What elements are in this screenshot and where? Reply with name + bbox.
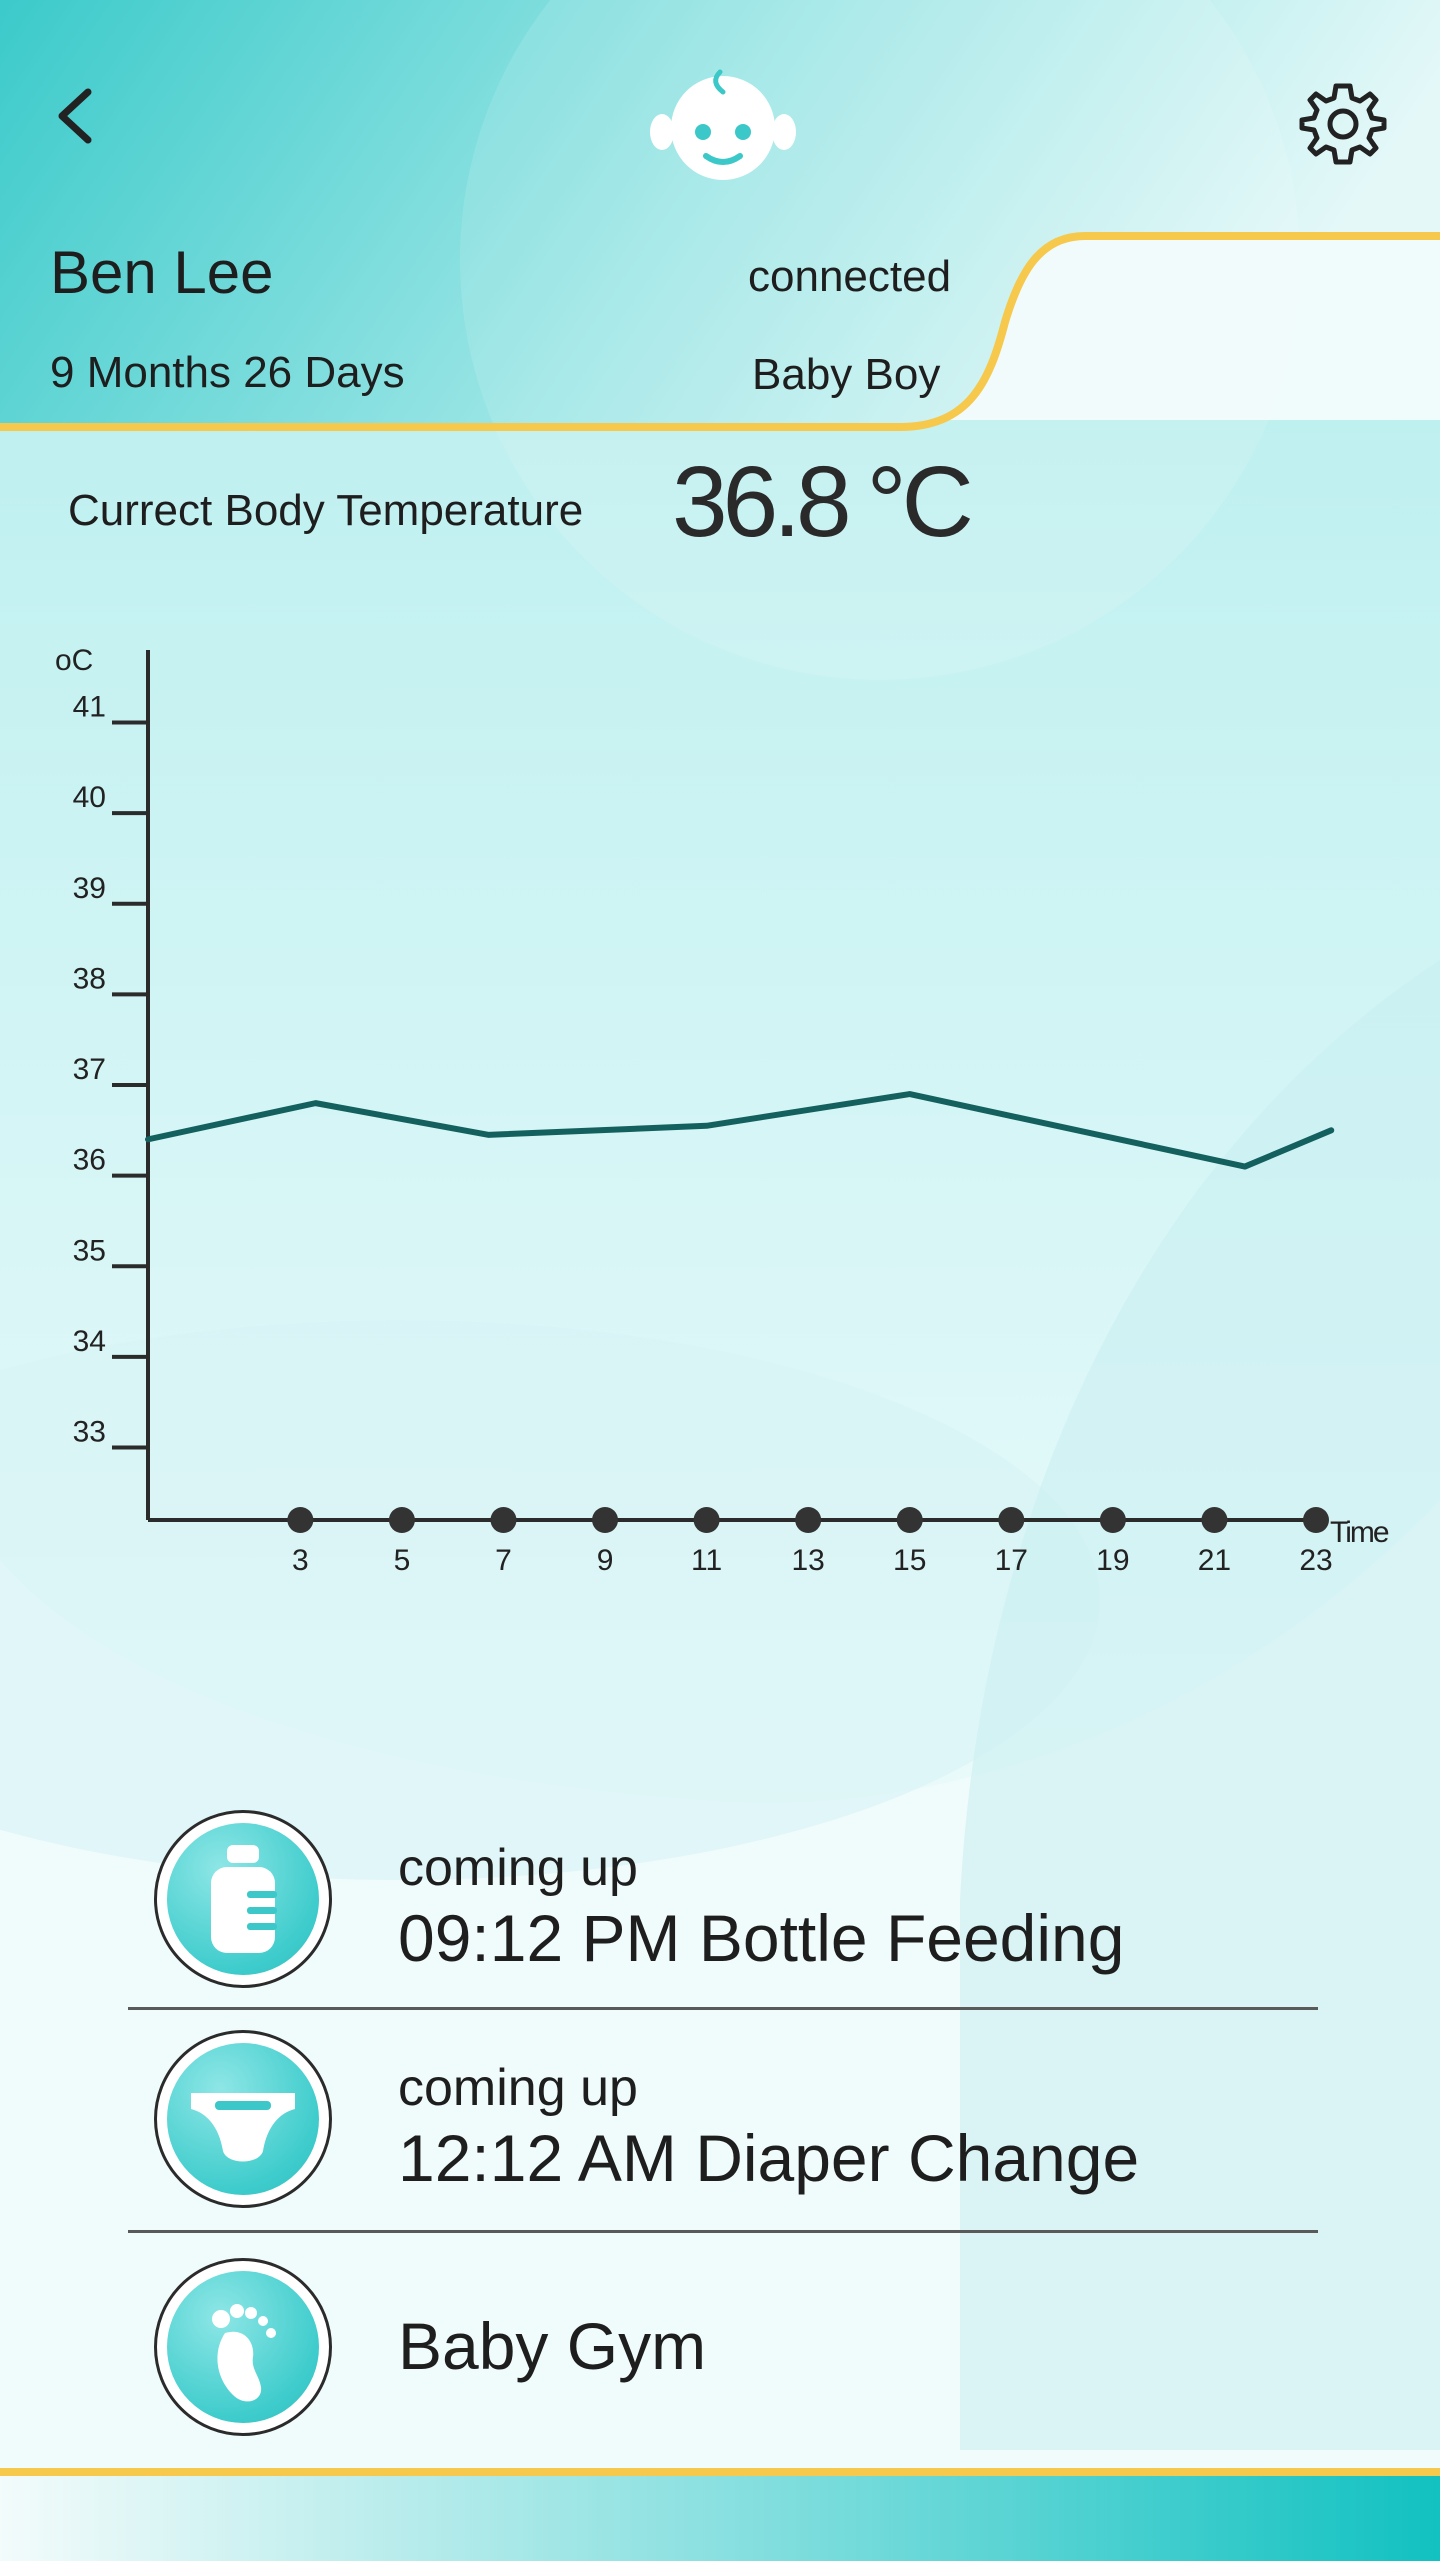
profile-name: Ben Lee [50,239,274,306]
y-tick-label: 37 [73,1053,106,1086]
x-tick-dot [388,1507,415,1533]
x-tick-dot [693,1507,720,1533]
x-tick-dot [795,1507,822,1533]
y-tick-label: 34 [73,1325,106,1358]
diaper-icon [167,2043,319,2195]
schedule-item-title[interactable]: 12:12 AM Diaper Change [398,2121,1140,2195]
y-axis-label: oC [55,644,93,677]
y-tick-label: 39 [73,872,106,905]
foot-icon [167,2271,319,2423]
y-tick-label: 41 [73,691,106,724]
x-tick-label: 19 [1096,1544,1129,1577]
x-tick-label: 23 [1299,1544,1332,1577]
temperature-unit: °C [866,446,974,558]
baby-gender: Baby Boy [752,350,941,399]
connection-status: connected [748,252,952,301]
y-tick-label: 36 [73,1144,106,1177]
chevron-left-icon [58,88,92,144]
x-tick-dot [287,1507,314,1533]
schedule-item-foot-icon-wrap[interactable] [154,2258,332,2436]
x-tick-label: 21 [1198,1544,1231,1577]
x-tick-label: 17 [995,1544,1028,1577]
x-tick-dot [1303,1507,1329,1533]
y-tick-label: 33 [73,1416,106,1449]
x-tick-dot [490,1507,517,1533]
gear-icon [1299,83,1387,165]
x-tick-label: 11 [691,1544,722,1577]
temperature-label: Currect Body Temperature [68,486,584,535]
profile-age: 9 Months 26 Days [50,348,405,397]
settings-button[interactable] [1298,78,1388,168]
schedule-item-label: coming up [398,2059,638,2117]
x-tick-dot [998,1507,1025,1533]
x-tick-label: 3 [292,1544,309,1577]
baby-face-icon [648,60,798,190]
x-tick-dot [592,1507,619,1533]
schedule-item-title[interactable]: 09:12 PM Bottle Feeding [398,1901,1125,1975]
temperature-value: 36.8 [672,446,852,558]
x-tick-dot [896,1507,923,1533]
schedule-item-bottle-icon-wrap[interactable] [154,1810,332,1988]
x-tick-label: 13 [791,1544,824,1577]
y-tick-label: 40 [73,781,106,814]
bottle-icon [167,1823,319,1975]
x-axis-label: Time [1330,1516,1389,1549]
y-tick-label: 35 [73,1234,106,1267]
back-button[interactable] [48,80,108,150]
x-tick-label: 9 [597,1544,614,1577]
x-tick-label: 7 [495,1544,512,1577]
x-tick-dot [1201,1507,1228,1533]
schedule-item-label: coming up [398,1839,638,1897]
schedule-item-title[interactable]: Baby Gym [398,2309,707,2383]
y-tick-label: 38 [73,962,106,995]
divider [128,2007,1318,2010]
temperature-line [145,1091,1335,1170]
schedule-item-diaper-icon-wrap[interactable] [154,2030,332,2208]
divider [128,2230,1318,2233]
temperature-reading: 36.8 °C [672,445,974,560]
x-tick-label: 5 [394,1544,411,1577]
x-tick-label: 15 [893,1544,926,1577]
x-tick-dot [1099,1507,1126,1533]
